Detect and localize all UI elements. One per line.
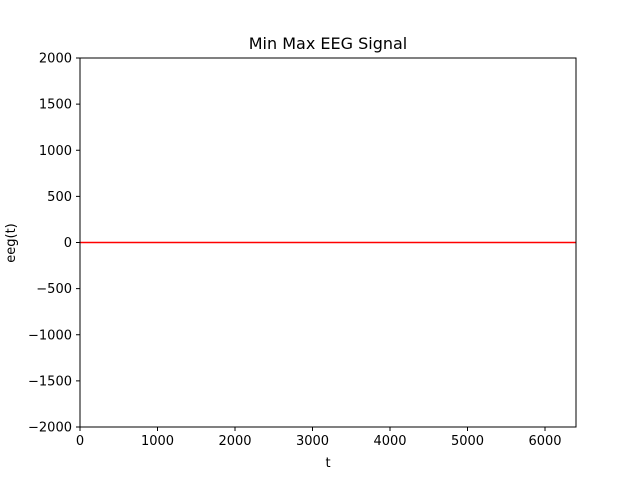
x-tick-label: 6000 [528, 434, 561, 449]
x-tick-label: 1000 [141, 434, 174, 449]
y-tick-label: −2000 [28, 421, 72, 436]
y-axis-label: eeg(t) [4, 223, 19, 263]
x-axis-ticks: 0 1000 2000 3000 4000 5000 6000 [76, 427, 562, 449]
y-tick-label: −500 [36, 282, 72, 297]
y-tick-label: 0 [64, 236, 72, 251]
y-tick-label: 1500 [39, 98, 72, 113]
x-tick-label: 0 [76, 434, 84, 449]
y-tick-label: 500 [47, 190, 72, 205]
x-tick-label: 4000 [373, 434, 406, 449]
y-tick-label: 2000 [39, 52, 72, 67]
y-tick-label: −1000 [28, 328, 72, 343]
x-axis-label: t [325, 456, 330, 471]
x-tick-label: 2000 [218, 434, 251, 449]
x-tick-label: 3000 [296, 434, 329, 449]
plot-frame [79, 57, 577, 428]
x-tick-label: 5000 [451, 434, 484, 449]
y-tick-label: 1000 [39, 144, 72, 159]
y-axis-ticks: −2000 −1500 −1000 −500 0 500 1000 1500 2000 [28, 52, 80, 436]
chart-title: Min Max EEG Signal [249, 34, 408, 53]
y-tick-label: −1500 [28, 374, 72, 389]
